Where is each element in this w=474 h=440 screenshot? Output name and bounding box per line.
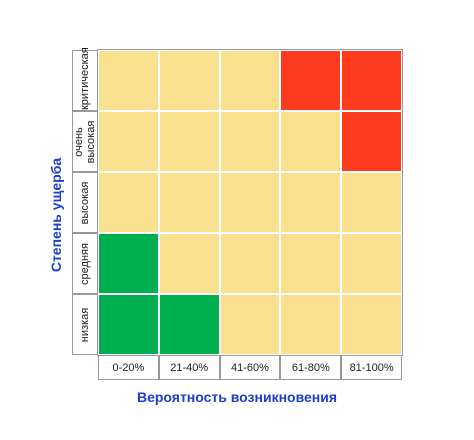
x-label: 81-100% <box>341 355 402 380</box>
y-label-box: критическая <box>72 46 98 111</box>
x-label: 61-80% <box>280 355 342 380</box>
y-label-box: высокая <box>72 172 98 233</box>
matrix-cell <box>280 294 342 355</box>
matrix-cell <box>219 50 281 111</box>
matrix-cell <box>341 111 402 172</box>
y-label: критическая <box>79 46 91 110</box>
matrix-cell <box>280 233 342 294</box>
matrix-cell <box>98 111 159 172</box>
matrix-cell <box>98 294 159 355</box>
y-label-box: очень высокая <box>72 111 98 172</box>
matrix-cell <box>158 294 220 355</box>
matrix-cell <box>280 111 342 172</box>
matrix-cell <box>280 172 342 233</box>
y-label-box: низкая <box>72 294 98 355</box>
matrix-cell <box>341 172 402 233</box>
matrix-cell <box>98 172 159 233</box>
matrix-cell <box>158 172 220 233</box>
matrix-cell <box>219 111 281 172</box>
matrix-cell <box>219 172 281 233</box>
matrix-cell <box>341 233 402 294</box>
y-label: очень высокая <box>73 120 97 163</box>
y-label: средняя <box>79 242 91 285</box>
x-label: 41-60% <box>219 355 281 380</box>
matrix-cell <box>219 233 281 294</box>
x-axis-title: Вероятность возникновения <box>136 389 338 405</box>
y-label: высокая <box>79 181 91 224</box>
matrix-cell <box>219 294 281 355</box>
matrix-cell <box>341 50 402 111</box>
y-axis-title: Степень ущерба <box>48 157 64 273</box>
matrix-cell <box>280 50 342 111</box>
y-label: низкая <box>79 307 91 342</box>
matrix-cell <box>158 111 220 172</box>
x-label: 0-20% <box>98 355 159 380</box>
x-label: 21-40% <box>158 355 220 380</box>
matrix-cell <box>98 233 159 294</box>
matrix-cell <box>158 50 220 111</box>
matrix-cell <box>341 294 402 355</box>
matrix-cell <box>98 50 159 111</box>
y-label-box: средняя <box>72 233 98 294</box>
matrix-cell <box>158 233 220 294</box>
